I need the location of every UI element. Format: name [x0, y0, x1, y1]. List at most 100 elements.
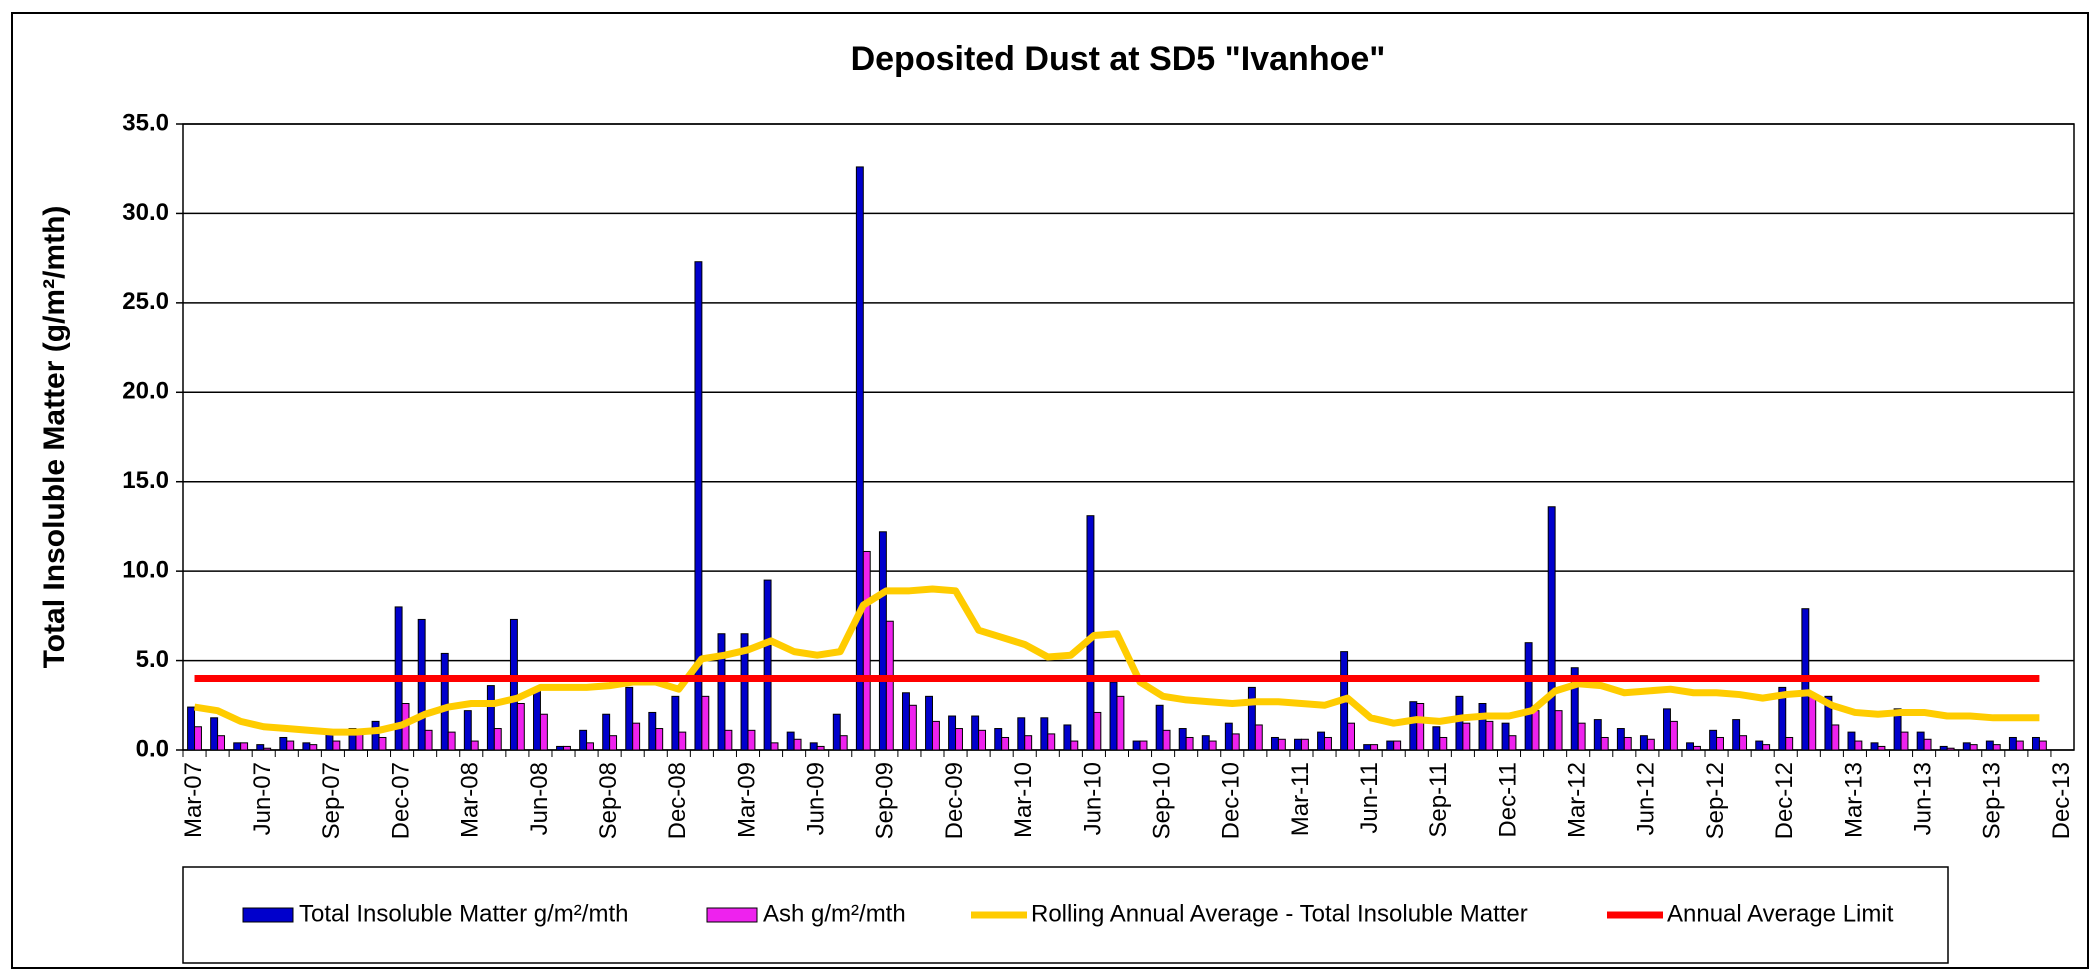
x-tick-label: Dec-08	[664, 762, 691, 839]
bar	[1040, 717, 1049, 751]
y-tick-label: 25.0	[122, 288, 169, 315]
bar	[1870, 742, 1879, 751]
bar	[1577, 722, 1586, 751]
bar	[1531, 710, 1540, 751]
legend-label: Ash g/m²/mth	[763, 900, 906, 927]
bar	[1393, 740, 1402, 751]
x-tick-label: Sep-12	[1702, 762, 1729, 839]
bar	[602, 713, 611, 751]
chart-title: Deposited Dust at SD5 "Ivanhoe"	[851, 40, 1386, 78]
chart-border	[11, 12, 2089, 969]
bar	[355, 733, 364, 751]
x-tick-label: Sep-10	[1148, 762, 1175, 839]
bar	[902, 692, 910, 751]
y-tick-label: 15.0	[122, 467, 169, 494]
bar	[648, 711, 657, 751]
bar	[2008, 736, 2017, 751]
bar	[671, 695, 680, 751]
bar	[2038, 740, 2047, 751]
bar	[1923, 738, 1932, 751]
x-tick-label: Dec-12	[1771, 762, 1798, 839]
bar	[1969, 744, 1978, 751]
bar	[1893, 708, 1902, 751]
bar	[1831, 724, 1840, 751]
bar	[925, 695, 933, 751]
bar	[724, 729, 733, 751]
bar	[625, 686, 634, 751]
x-tick-label: Jun-09	[803, 762, 830, 835]
bar	[770, 742, 779, 751]
bar	[1824, 695, 1833, 751]
bar	[378, 736, 387, 751]
legend-label: Annual Average Limit	[1667, 900, 1894, 927]
bar	[1439, 736, 1448, 751]
bar	[793, 738, 802, 751]
bar	[1916, 731, 1925, 751]
x-tick-label: Mar-07	[180, 762, 207, 838]
bar	[1646, 738, 1655, 751]
bar	[210, 717, 219, 751]
bar	[286, 740, 295, 751]
bar	[1363, 744, 1372, 751]
y-tick-label: 30.0	[122, 199, 169, 226]
bar	[417, 618, 426, 751]
bar	[1063, 724, 1072, 751]
bar	[955, 728, 963, 751]
bar	[586, 742, 594, 751]
y-tick-label: 5.0	[136, 646, 169, 673]
bar	[747, 729, 756, 751]
bar	[371, 720, 380, 751]
bar	[1224, 722, 1233, 751]
bar	[1185, 736, 1194, 751]
legend-label: Rolling Annual Average - Total Insoluble…	[1031, 900, 1528, 927]
bar	[1116, 695, 1125, 751]
bar	[1047, 733, 1056, 751]
bar	[1024, 735, 1033, 751]
bar	[447, 731, 456, 751]
bar	[194, 726, 202, 751]
bar	[1478, 702, 1487, 751]
bar	[1093, 711, 1102, 751]
bar	[539, 713, 548, 751]
bar	[1524, 642, 1533, 751]
bar	[1109, 681, 1118, 751]
x-tick-label: Mar-12	[1564, 762, 1591, 838]
bar	[1294, 738, 1302, 751]
line-series	[193, 585, 2040, 736]
bar	[486, 685, 495, 751]
bar	[1370, 744, 1379, 751]
bar	[1639, 735, 1648, 751]
bar	[885, 620, 894, 751]
bar	[217, 735, 226, 751]
bar	[862, 550, 871, 751]
bar	[1485, 720, 1494, 751]
x-tick-label: Jun-07	[249, 762, 276, 835]
x-tick-label: Dec-09	[941, 762, 968, 839]
bar	[832, 713, 841, 751]
x-tick-label: Sep-11	[1425, 762, 1452, 838]
x-tick-label: Dec-07	[387, 762, 414, 839]
bar	[579, 729, 588, 751]
x-tick-label: Jun-10	[1079, 762, 1106, 835]
bar	[1416, 702, 1425, 751]
bar	[256, 744, 265, 751]
bar	[1270, 736, 1279, 751]
bar	[1854, 740, 1863, 751]
bar	[1570, 667, 1579, 751]
bar	[908, 704, 917, 751]
legend-swatch	[706, 907, 758, 923]
bar	[332, 740, 341, 751]
bar	[1201, 735, 1210, 751]
bar	[786, 731, 795, 751]
bar	[1962, 742, 1971, 751]
x-tick-label: Sep-07	[318, 762, 345, 839]
bar	[1455, 695, 1464, 751]
bar	[1593, 719, 1602, 751]
bar	[1762, 744, 1771, 751]
bar	[701, 695, 710, 751]
y-tick-label: 35.0	[122, 109, 169, 136]
bar	[240, 742, 249, 751]
x-tick-label: Sep-13	[1979, 762, 2006, 839]
bar	[556, 745, 565, 751]
